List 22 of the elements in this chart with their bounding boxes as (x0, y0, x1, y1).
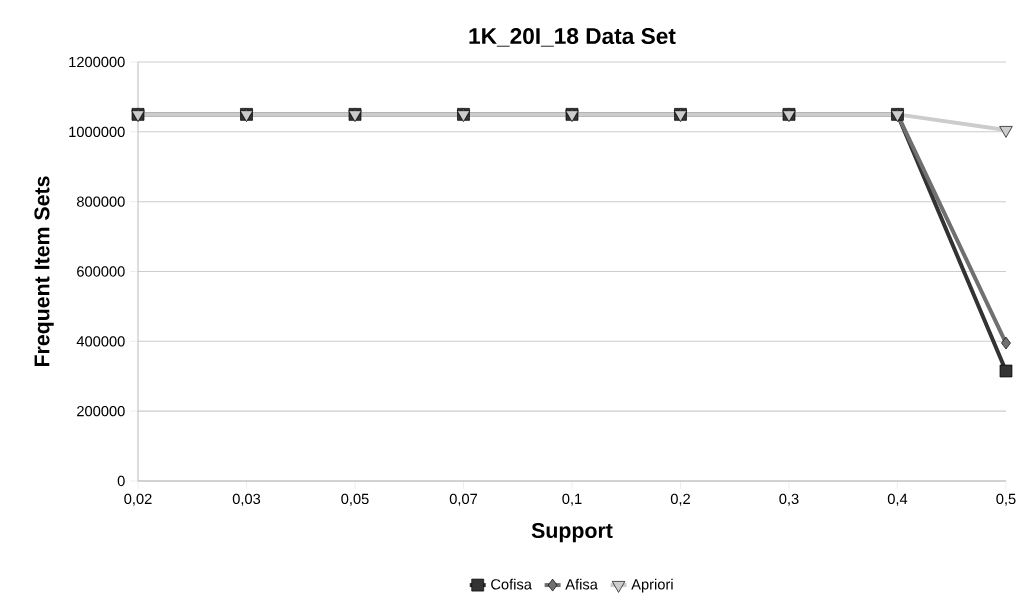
x-axis-title: Support (531, 522, 613, 543)
x-tick-label: 0,05 (341, 493, 369, 506)
x-tick-label: 0,1 (562, 493, 582, 506)
y-tick-label: 1000000 (69, 126, 125, 138)
x-tick-label: 0,5 (996, 493, 1016, 506)
x-tick-label: 0,03 (232, 493, 261, 506)
y-tick-label: 0 (117, 475, 125, 487)
y-tick-label: 800000 (76, 196, 125, 207)
x-tick-label: 0,4 (887, 493, 908, 506)
y-tick-label: 400000 (76, 336, 125, 347)
x-tick-label: 0,07 (449, 493, 478, 506)
x-tick-label: 0,2 (670, 493, 690, 506)
y-tick-label: 1200000 (69, 56, 125, 68)
x-tick-label: 0,02 (124, 493, 152, 506)
legend-label: Apriori (631, 578, 673, 593)
x-tick-label: 0,3 (779, 493, 799, 506)
legend-label: Afisa (565, 578, 598, 590)
legend-label: Cofisa (491, 578, 532, 590)
chart-title: 1K_20I_18 Data Set (469, 28, 676, 47)
y-tick-label: 600000 (77, 266, 125, 277)
y-axis-title: Frequent Item Sets (34, 176, 54, 367)
y-tick-label: 200000 (77, 405, 125, 417)
